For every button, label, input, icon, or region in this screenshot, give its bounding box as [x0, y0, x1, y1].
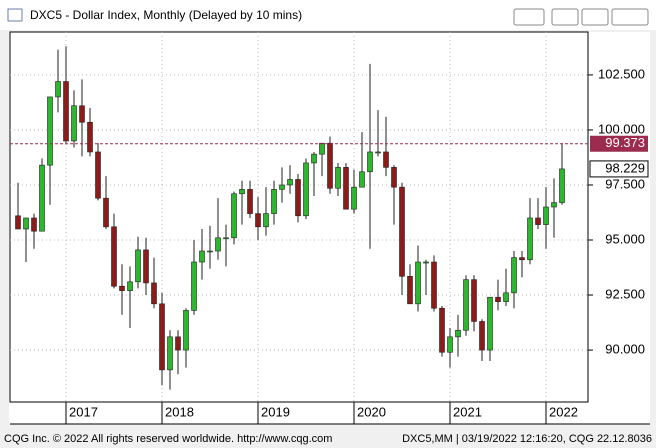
candle-body: [303, 162, 309, 217]
minimize-button[interactable]: [551, 8, 579, 26]
x-tick-label: 2019: [261, 404, 290, 419]
link-button[interactable]: [513, 8, 545, 26]
candle-body: [455, 329, 461, 338]
y-tick-label: 97.500: [605, 176, 645, 191]
y-tick-label: 95.000: [605, 231, 645, 246]
candle-body: [439, 307, 445, 353]
candle-body: [519, 257, 525, 261]
candle-body: [263, 213, 269, 228]
candle-body: [319, 142, 325, 155]
candle-body: [199, 250, 205, 263]
close-button[interactable]: [611, 8, 649, 26]
candle-body: [495, 296, 501, 302]
candle-body: [279, 184, 285, 190]
candle-body: [343, 167, 349, 210]
x-tick-label: 2018: [165, 404, 194, 419]
candle-body: [239, 189, 245, 195]
candle-body: [431, 261, 437, 309]
candle-body: [375, 151, 381, 154]
candle-body: [391, 167, 397, 188]
candle-body: [207, 250, 213, 253]
candle-body: [447, 336, 453, 353]
x-tick-label: 2022: [549, 404, 578, 419]
candle-body: [247, 189, 253, 214]
candle-body: [527, 217, 533, 261]
footer-left: CQG Inc. © 2022 All rights reserved worl…: [4, 433, 332, 445]
candle-body: [71, 105, 77, 142]
candle-body: [543, 206, 549, 225]
candle-body: [47, 96, 53, 166]
x-tick-label: 2021: [453, 404, 482, 419]
candle-body: [415, 261, 421, 305]
x-tick-label: 2017: [69, 404, 98, 419]
candle-body: [287, 179, 293, 186]
candle-body: [503, 292, 509, 302]
candle-body: [231, 193, 237, 239]
y-tick-label: 102.500: [598, 66, 645, 81]
candle-body: [111, 226, 117, 287]
x-tick-label: 2020: [357, 404, 386, 419]
candle-body: [175, 336, 181, 351]
candle-body: [255, 213, 261, 228]
candle-body: [423, 261, 429, 264]
candle-body: [471, 279, 477, 322]
candle-body: [335, 167, 341, 189]
window-title: DXC5 - Dollar Index, Monthly (Delayed by…: [30, 8, 302, 22]
candle-body: [271, 189, 277, 214]
last-price-label: 98.229: [605, 160, 645, 175]
y-tick-label: 90.000: [605, 341, 645, 356]
candle-body: [79, 105, 85, 123]
reference-label: 99.373: [605, 135, 645, 150]
candle-body: [87, 121, 93, 153]
candle-body: [311, 153, 317, 164]
candle-body: [127, 281, 133, 291]
candle-body: [103, 197, 109, 228]
candle-body: [351, 186, 357, 210]
candle-body: [183, 310, 189, 351]
candle-body: [295, 179, 301, 217]
candle-body: [39, 164, 45, 232]
reference-label-bg: [590, 135, 648, 152]
plot: 90.000 92.500 95.000 97.500 100.000 102.500 20…: [10, 32, 649, 424]
candle-body: [191, 261, 197, 311]
y-tick-label: 92.500: [605, 286, 645, 301]
candle-body: [487, 296, 493, 351]
candle-body: [215, 237, 221, 252]
candle-body: [223, 237, 229, 240]
candle-body: [327, 142, 333, 189]
last-price-bg: [589, 160, 649, 178]
candle-body: [23, 217, 29, 230]
candle-body: [135, 249, 141, 283]
candle-body: [359, 171, 365, 188]
candle-body: [559, 168, 565, 203]
candle-body: [31, 217, 37, 232]
candle-body: [151, 282, 157, 305]
candle-body: [511, 257, 517, 294]
candle-body: [167, 336, 173, 371]
candle-body: [367, 151, 373, 173]
candle-body: [463, 279, 469, 331]
candle-body: [551, 202, 557, 208]
app-icon: [7, 8, 23, 22]
candle-body: [383, 151, 389, 168]
candle-body: [535, 217, 541, 225]
candle-body: [399, 186, 405, 277]
title-bar: [0, 0, 656, 30]
candle-body: [15, 215, 21, 230]
restore-button[interactable]: [581, 8, 609, 26]
candle-body: [95, 151, 101, 199]
candle-body: [159, 303, 165, 371]
footer-right: DXC5,MM | 03/19/2022 12:16:20, CQG 22.12…: [402, 433, 652, 445]
plot-frame: [9, 31, 589, 403]
candle-body: [63, 81, 69, 142]
candle-body: [119, 285, 125, 291]
candle-body: [479, 321, 485, 351]
candle-body: [407, 276, 413, 305]
y-tick-label: 100.000: [598, 121, 645, 136]
candle-body: [143, 249, 149, 284]
candle-body: [55, 81, 61, 98]
